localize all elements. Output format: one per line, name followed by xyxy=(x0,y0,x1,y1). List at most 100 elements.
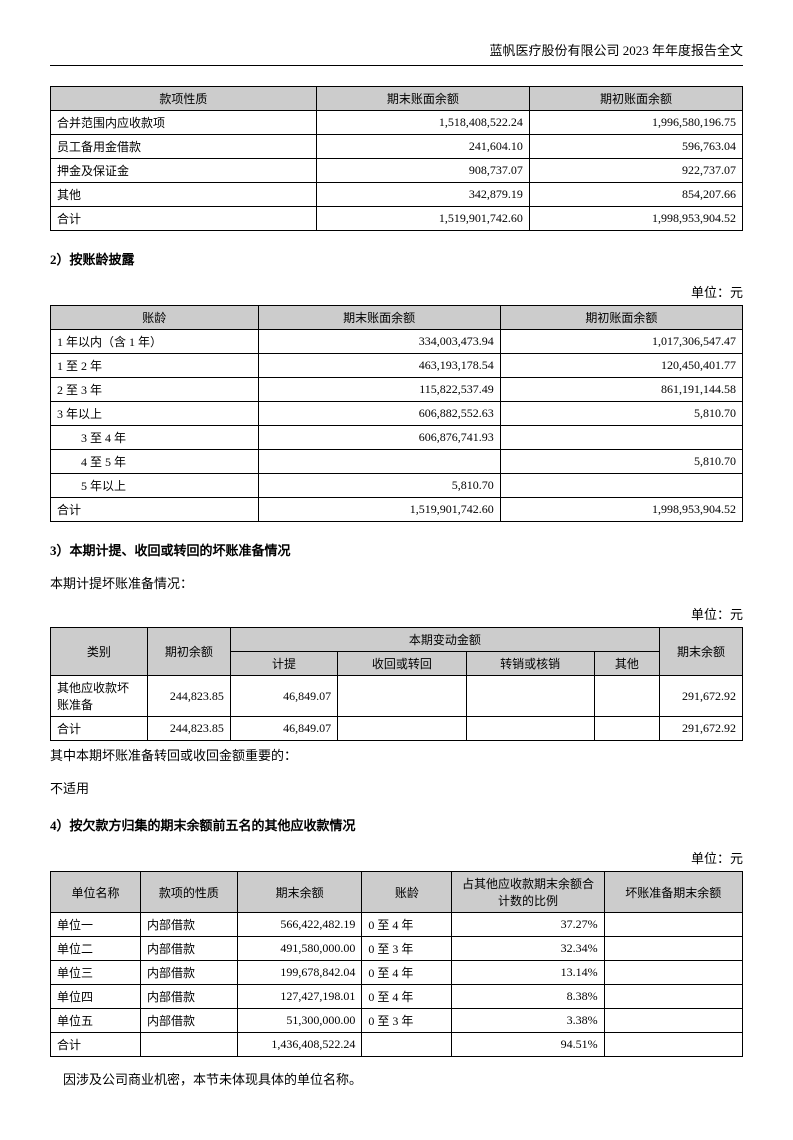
th-end-bal: 期末账面余额 xyxy=(258,306,500,330)
th-sub-2: 转销或核销 xyxy=(466,652,594,676)
cell-value: 1,436,408,522.24 xyxy=(237,1033,362,1057)
cell-value: 1,518,408,522.24 xyxy=(316,111,529,135)
cell-value: 120,450,401.77 xyxy=(500,354,742,378)
table-nature: 款项性质 期末账面余额 期初账面余额 合并范围内应收款项1,518,408,52… xyxy=(50,86,743,231)
table-row: 合计1,436,408,522.2494.51% xyxy=(51,1033,743,1057)
cell-label xyxy=(362,1033,452,1057)
table-row: 5 年以上5,810.70 xyxy=(51,474,743,498)
cell-value xyxy=(604,985,742,1009)
cell-value: 13.14% xyxy=(452,961,604,985)
th-end: 期末余额 xyxy=(659,628,742,676)
th-begin: 期初余额 xyxy=(147,628,230,676)
table-provision: 类别 期初余额 本期变动金额 期末余额 计提 收回或转回 转销或核销 其他 其他… xyxy=(50,627,743,741)
cell-value: 596,763.04 xyxy=(529,135,742,159)
cell-value: 606,876,741.93 xyxy=(258,426,500,450)
cell-label: 内部借款 xyxy=(140,1009,237,1033)
th-aging: 账龄 xyxy=(51,306,259,330)
page-header: 蓝帆医疗股份有限公司 2023 年年度报告全文 xyxy=(50,40,743,66)
table-row: 单位二内部借款491,580,000.000 至 3 年32.34% xyxy=(51,937,743,961)
cell-value xyxy=(594,717,659,741)
section3-intro: 本期计提坏账准备情况： xyxy=(50,573,743,592)
cell-value xyxy=(500,426,742,450)
cell-label: 0 至 4 年 xyxy=(362,961,452,985)
cell-label: 其他应收款坏账准备 xyxy=(51,676,148,717)
cell-label: 押金及保证金 xyxy=(51,159,317,183)
th-begin-bal: 期初账面余额 xyxy=(500,306,742,330)
cell-value: 5,810.70 xyxy=(500,450,742,474)
table-row: 员工备用金借款241,604.10596,763.04 xyxy=(51,135,743,159)
cell-value xyxy=(338,717,466,741)
th-nature: 款项性质 xyxy=(51,87,317,111)
cell-label: 0 至 3 年 xyxy=(362,1009,452,1033)
table-row: 其他应收款坏账准备244,823.8546,849.07291,672.92 xyxy=(51,676,743,717)
table-aging: 账龄 期末账面余额 期初账面余额 1 年以内（含 1 年）334,003,473… xyxy=(50,305,743,522)
cell-value xyxy=(604,937,742,961)
cell-value: 566,422,482.19 xyxy=(237,913,362,937)
cell-value: 127,427,198.01 xyxy=(237,985,362,1009)
cell-value: 1,998,953,904.52 xyxy=(529,207,742,231)
section3-note1: 其中本期坏账准备转回或收回金额重要的： xyxy=(50,745,743,764)
th-category: 类别 xyxy=(51,628,148,676)
cell-value: 291,672.92 xyxy=(659,717,742,741)
cell-value: 908,737.07 xyxy=(316,159,529,183)
cell-label: 0 至 4 年 xyxy=(362,913,452,937)
cell-value: 115,822,537.49 xyxy=(258,378,500,402)
cell-value: 922,737.07 xyxy=(529,159,742,183)
cell-value xyxy=(466,717,594,741)
table-row: 合并范围内应收款项1,518,408,522.241,996,580,196.7… xyxy=(51,111,743,135)
table-row: 1 至 2 年463,193,178.54120,450,401.77 xyxy=(51,354,743,378)
th-nature2: 款项的性质 xyxy=(140,872,237,913)
cell-label: 合计 xyxy=(51,1033,141,1057)
cell-value: 1,519,901,742.60 xyxy=(258,498,500,522)
cell-value: 606,882,552.63 xyxy=(258,402,500,426)
cell-label: 内部借款 xyxy=(140,937,237,961)
cell-value: 199,678,842.04 xyxy=(237,961,362,985)
cell-label: 内部借款 xyxy=(140,961,237,985)
cell-value xyxy=(604,1009,742,1033)
cell-label: 合计 xyxy=(51,717,148,741)
section3-title: 3）本期计提、收回或转回的坏账准备情况 xyxy=(50,540,743,559)
cell-label: 0 至 4 年 xyxy=(362,985,452,1009)
cell-label: 1 年以内（含 1 年） xyxy=(51,330,259,354)
table-row: 2 至 3 年115,822,537.49861,191,144.58 xyxy=(51,378,743,402)
th-begin-balance: 期初账面余额 xyxy=(529,87,742,111)
cell-value: 244,823.85 xyxy=(147,676,230,717)
cell-label: 其他 xyxy=(51,183,317,207)
cell-value xyxy=(338,676,466,717)
cell-label: 单位五 xyxy=(51,1009,141,1033)
cell-label: 内部借款 xyxy=(140,913,237,937)
cell-label: 单位二 xyxy=(51,937,141,961)
cell-value: 1,519,901,742.60 xyxy=(316,207,529,231)
section4-unit: 单位：元 xyxy=(50,848,743,867)
cell-label xyxy=(140,1033,237,1057)
th-provision: 坏账准备期末余额 xyxy=(604,872,742,913)
section2-title: 2）按账龄披露 xyxy=(50,249,743,268)
cell-label: 3 年以上 xyxy=(51,402,259,426)
table-row: 单位五内部借款51,300,000.000 至 3 年3.38% xyxy=(51,1009,743,1033)
section3-unit: 单位：元 xyxy=(50,604,743,623)
table-row: 3 至 4 年606,876,741.93 xyxy=(51,426,743,450)
cell-value: 1,998,953,904.52 xyxy=(500,498,742,522)
cell-value: 5,810.70 xyxy=(258,474,500,498)
cell-value: 51,300,000.00 xyxy=(237,1009,362,1033)
table-top5: 单位名称 款项的性质 期末余额 账龄 占其他应收款期末余额合计数的比例 坏账准备… xyxy=(50,871,743,1057)
table-row: 单位三内部借款199,678,842.040 至 4 年13.14% xyxy=(51,961,743,985)
cell-label: 合计 xyxy=(51,498,259,522)
cell-value xyxy=(466,676,594,717)
cell-value: 491,580,000.00 xyxy=(237,937,362,961)
cell-value: 3.38% xyxy=(452,1009,604,1033)
cell-value: 244,823.85 xyxy=(147,717,230,741)
cell-label: 员工备用金借款 xyxy=(51,135,317,159)
th-sub-1: 收回或转回 xyxy=(338,652,466,676)
cell-label: 单位一 xyxy=(51,913,141,937)
cell-value: 46,849.07 xyxy=(230,717,337,741)
table-row: 合计1,519,901,742.601,998,953,904.52 xyxy=(51,498,743,522)
table-row: 单位一内部借款566,422,482.190 至 4 年37.27% xyxy=(51,913,743,937)
cell-value: 46,849.07 xyxy=(230,676,337,717)
table-row: 单位四内部借款127,427,198.010 至 4 年8.38% xyxy=(51,985,743,1009)
table-row: 押金及保证金908,737.07922,737.07 xyxy=(51,159,743,183)
cell-value xyxy=(604,1033,742,1057)
cell-label: 3 至 4 年 xyxy=(51,426,259,450)
cell-value: 37.27% xyxy=(452,913,604,937)
th-sub-0: 计提 xyxy=(230,652,337,676)
